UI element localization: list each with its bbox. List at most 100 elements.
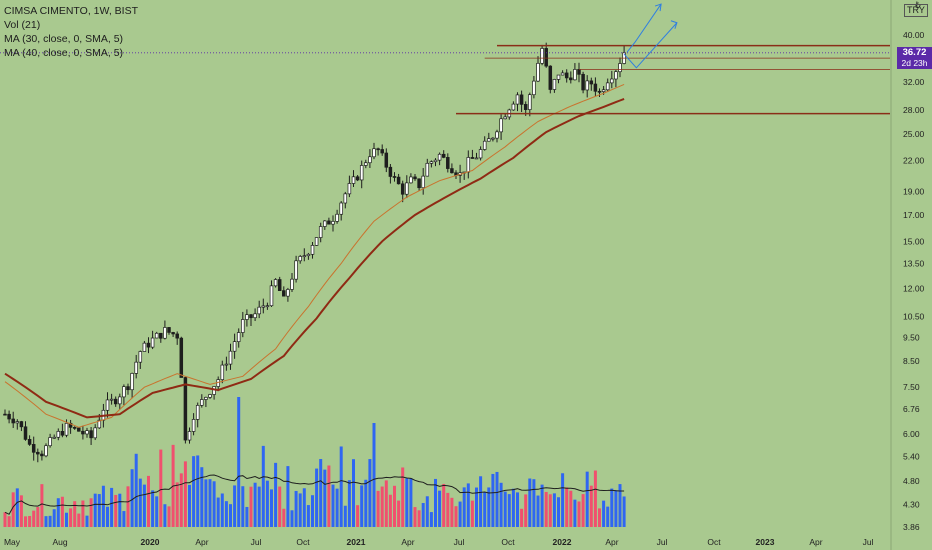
candle-body [359, 165, 364, 181]
candle [31, 436, 36, 461]
candle-body [36, 451, 40, 455]
candle [441, 150, 446, 159]
candle [7, 410, 11, 424]
candle [27, 435, 32, 446]
candle-body [540, 48, 544, 64]
volume-bar [602, 500, 606, 527]
candle [40, 450, 44, 461]
candle-body [433, 159, 438, 163]
volume-bar [196, 455, 200, 527]
candle [405, 175, 409, 199]
candle-body [429, 161, 434, 164]
candle [150, 330, 155, 350]
candle [89, 426, 93, 445]
volume-bar [397, 500, 401, 527]
volume-bar [233, 485, 237, 527]
candle [392, 172, 397, 182]
candle-body [241, 319, 245, 333]
candle-body [224, 363, 229, 366]
volume-bar [417, 510, 421, 527]
x-tick-label: 2022 [553, 537, 572, 547]
candle [347, 175, 352, 198]
candle [552, 78, 557, 93]
ma40-indicator[interactable]: MA (40, close, 0, SMA, 5) [4, 47, 124, 59]
candle [511, 101, 516, 111]
currency-badge[interactable]: TRY [904, 4, 928, 17]
ma30-indicator[interactable]: MA (30, close, 0, SMA, 5) [4, 33, 124, 45]
volume-bar [60, 496, 64, 527]
volume-bar [298, 493, 302, 527]
candle [597, 88, 602, 98]
volume-bar [573, 499, 577, 527]
candle-body [417, 178, 421, 189]
candle-body [577, 69, 581, 75]
candle [327, 217, 331, 225]
volume-bar [589, 485, 593, 527]
volume-bar [618, 484, 622, 527]
candle-body [11, 418, 15, 424]
symbol-title[interactable]: CIMSA CIMENTO, 1W, BIST [4, 5, 138, 17]
y-tick-label: 15.00 [903, 236, 925, 246]
volume-bar [118, 493, 122, 527]
candle-body [396, 176, 401, 185]
volume-bar [466, 483, 470, 527]
volume-bar [101, 485, 105, 527]
volume-bar [536, 495, 540, 527]
candle-body [228, 350, 233, 365]
candle [290, 273, 294, 293]
candle-body [478, 149, 483, 159]
candle-body [339, 202, 343, 215]
x-tick-label: Jul [454, 537, 465, 547]
volume-bar [499, 482, 503, 527]
candle [437, 152, 442, 166]
candle [364, 159, 368, 169]
candle-body [19, 421, 24, 428]
volume-bar [495, 471, 499, 527]
volume-bar [479, 476, 483, 527]
candle-body [610, 78, 614, 84]
volume-bar [421, 503, 425, 527]
vol-indicator[interactable]: Vol (21) [4, 19, 41, 31]
candle-body [327, 220, 331, 225]
candle-body [93, 427, 97, 439]
candle-body [200, 399, 204, 406]
candle-body [585, 80, 589, 91]
candle-body [528, 94, 532, 110]
candle [540, 44, 544, 66]
candle-body [208, 394, 212, 398]
candle [335, 209, 339, 224]
y-tick-label: 4.30 [903, 499, 920, 509]
volume-bar [40, 484, 44, 527]
volume-bar [532, 479, 536, 527]
candle [421, 168, 425, 195]
candle [310, 241, 315, 259]
candle [388, 163, 393, 184]
volume-bar [577, 501, 581, 527]
volume-bar [475, 487, 478, 527]
candle-body [581, 73, 585, 91]
candle-body [593, 83, 598, 92]
volume-bar [32, 510, 36, 527]
candle [351, 170, 356, 187]
projection-path-short [626, 3, 662, 53]
candle [314, 237, 319, 246]
candle-body [72, 427, 77, 429]
volume-bar [44, 516, 48, 527]
volume-bar [442, 483, 446, 527]
candle-body [380, 149, 384, 154]
candle-body [105, 399, 110, 411]
candle [474, 152, 479, 160]
candle-body [277, 279, 282, 291]
volume-bar [97, 494, 101, 527]
volume-bar [159, 449, 163, 527]
candle-body [68, 422, 73, 428]
candle [610, 70, 614, 89]
volume-bar [138, 478, 142, 527]
y-tick-label: 8.50 [903, 356, 920, 366]
y-tick-label: 6.00 [903, 429, 920, 439]
candle-body [400, 183, 405, 195]
candle [81, 425, 85, 440]
candle-body [273, 279, 278, 287]
candle-body [48, 437, 52, 447]
